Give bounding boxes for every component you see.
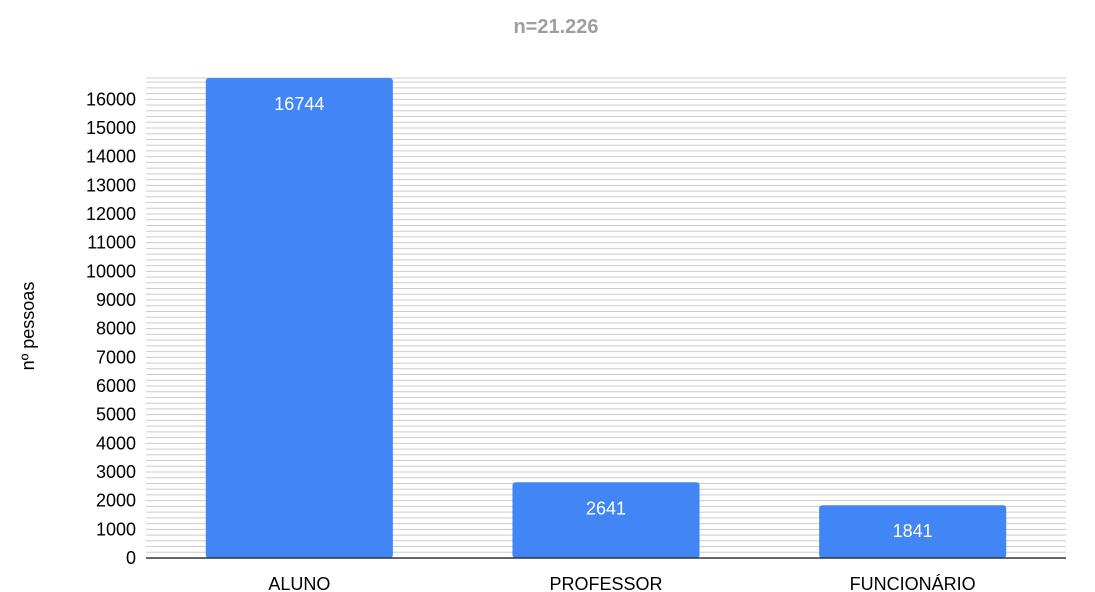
y-tick-label: 8000 — [96, 319, 136, 339]
y-tick-label: 11000 — [87, 233, 136, 253]
y-tick-label: 3000 — [96, 462, 136, 482]
data-label: 1841 — [893, 521, 933, 541]
bar-aluno — [206, 78, 393, 558]
x-category-label: FUNCIONÁRIO — [850, 574, 976, 592]
data-label: 16744 — [274, 94, 324, 114]
y-tick-label: 16000 — [86, 89, 136, 109]
y-tick-label: 10000 — [86, 261, 136, 281]
y-tick-label: 2000 — [96, 491, 136, 511]
y-tick-label: 0 — [126, 548, 136, 568]
y-tick-label: 6000 — [96, 376, 136, 396]
y-tick-label: 13000 — [86, 175, 136, 195]
bar-professor — [512, 482, 699, 558]
y-tick-label: 7000 — [96, 347, 136, 367]
y-tick-label: 1000 — [96, 519, 136, 539]
y-tick-label: 15000 — [86, 118, 136, 138]
y-tick-label: 14000 — [86, 147, 136, 167]
bars — [206, 78, 1006, 558]
y-tick-label: 5000 — [96, 405, 136, 425]
chart-title: n=21.226 — [513, 16, 598, 38]
data-label: 2641 — [586, 498, 626, 518]
y-axis-label: nº pessoas — [18, 282, 38, 371]
y-tick-label: 4000 — [96, 433, 136, 453]
y-tick-label: 9000 — [96, 290, 136, 310]
x-axis-categories: ALUNO PROFESSOR FUNCIONÁRIO — [268, 574, 975, 592]
x-category-label: PROFESSOR — [549, 574, 662, 592]
y-axis-ticks: 0 1000 2000 3000 4000 5000 6000 7000 8000 9000 100… — [86, 89, 136, 568]
y-tick-label: 12000 — [86, 204, 136, 224]
x-category-label: ALUNO — [268, 574, 330, 592]
